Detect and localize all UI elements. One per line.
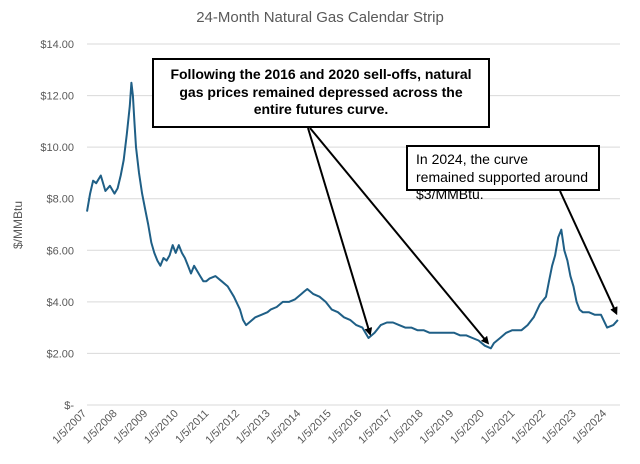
y-axis-label: $/MMBtu: [11, 201, 25, 249]
x-tick-label: 1/5/2010: [142, 408, 181, 447]
x-tick-labels: 1/5/20071/5/20081/5/20091/5/20101/5/2011…: [50, 408, 609, 447]
y-tick-label: $12.00: [40, 91, 74, 103]
chart-title: 24-Month Natural Gas Calendar Strip: [196, 9, 444, 26]
y-tick-label: $14.00: [40, 39, 74, 51]
y-tick-label: $6.00: [46, 245, 74, 257]
annotation-arrow: [307, 127, 373, 336]
y-tick-label: $2.00: [46, 348, 74, 360]
annotation-arrows: [307, 127, 618, 345]
y-tick-label: $8.00: [46, 194, 74, 206]
annotation-box-selloffs: Following the 2016 and 2020 sell-offs, n…: [152, 58, 490, 128]
annotation-arrow: [309, 127, 490, 345]
series-line: [86, 81, 619, 350]
y-tick-label: $4.00: [46, 297, 74, 309]
y-tick-labels: $- $2.00 $4.00 $6.00 $8.00 $10.00 $12.00 $14.00: [40, 39, 74, 412]
x-tick-label: 1/5/2024: [571, 408, 610, 447]
annotation-arrow: [559, 190, 618, 316]
y-tick-label: $10.00: [40, 142, 74, 154]
annotation-box-2024: In 2024, the curve remained supported ar…: [406, 145, 600, 202]
y-tick-label: $-: [64, 400, 74, 412]
